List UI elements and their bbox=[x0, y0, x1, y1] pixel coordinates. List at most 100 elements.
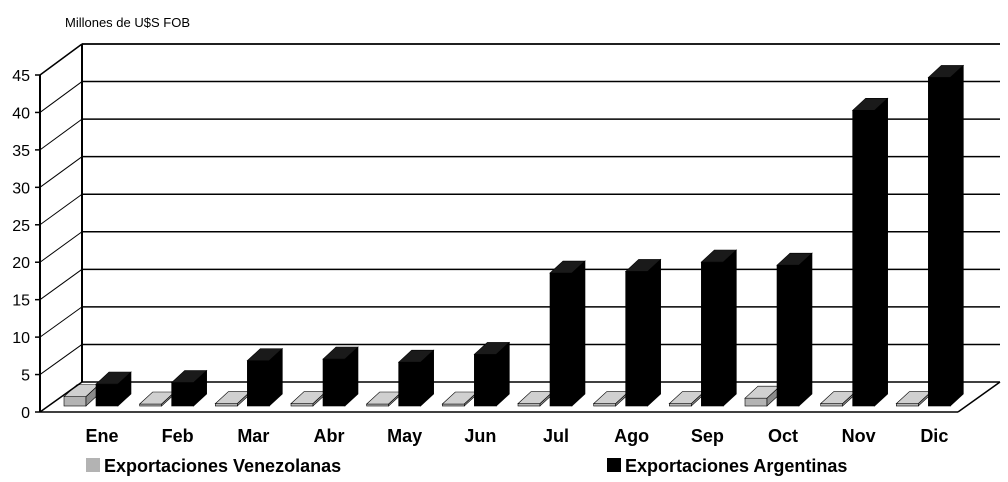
bar-venezolanas-mar-front bbox=[215, 403, 238, 407]
bar-argentinas-jun-front bbox=[474, 354, 497, 407]
bar-argentinas-sep-side bbox=[723, 249, 737, 407]
bar-argentinas-sep bbox=[700, 249, 738, 407]
bar-argentinas-jun bbox=[473, 341, 511, 407]
bar-argentinas-dic-side bbox=[950, 64, 964, 407]
bar-argentinas-may-side bbox=[420, 349, 434, 407]
bar-argentinas-ene-side bbox=[117, 371, 132, 407]
bar-venezolanas-ago bbox=[592, 390, 630, 407]
wall-grid-line bbox=[39, 231, 83, 263]
bar-argentinas-ene-front bbox=[95, 383, 119, 407]
bar-argentinas-ene bbox=[95, 371, 132, 407]
bar-venezolanas-feb bbox=[138, 391, 176, 407]
bar-argentinas-jun-side bbox=[496, 341, 510, 407]
bar-argentinas-feb bbox=[170, 369, 208, 407]
bar-venezolanas-jul bbox=[517, 390, 554, 407]
bar-argentinas-abr bbox=[322, 346, 359, 407]
bar-argentinas-may bbox=[397, 349, 435, 407]
wall-grid-line bbox=[39, 81, 83, 113]
bar-argentinas-feb-front bbox=[171, 382, 194, 407]
bar-venezolanas-mar bbox=[214, 390, 252, 407]
x-tick-label: Ago bbox=[614, 426, 649, 446]
y-tick-label: 30 bbox=[12, 180, 30, 197]
y-tick-label: 45 bbox=[12, 68, 30, 85]
axis-layer: 0 5 10 15 20 25 30 35 40 45 Ene Feb Mar Abr May Jun Jul A… bbox=[12, 43, 948, 446]
x-tick-label: Jun bbox=[464, 426, 496, 446]
bar-venezolanas-ago-front bbox=[593, 403, 616, 407]
bar-argentinas-oct bbox=[776, 252, 813, 407]
y-tick-label: 40 bbox=[12, 105, 30, 122]
bar-venezolanas-dic bbox=[895, 390, 933, 407]
bars-layer bbox=[63, 64, 965, 407]
bar-venezolanas-oct bbox=[744, 385, 781, 407]
bar-venezolanas-ene-front bbox=[63, 396, 87, 407]
y-tick-label: 20 bbox=[12, 255, 30, 272]
wall-grid-line bbox=[39, 268, 83, 301]
wall-grid-line bbox=[39, 118, 83, 151]
bar-argentinas-may-front bbox=[398, 361, 421, 407]
y-tick-label: 35 bbox=[12, 143, 30, 160]
x-tick-label: May bbox=[387, 426, 422, 446]
wall-grid-line bbox=[39, 193, 83, 226]
legend-item-venezolanas: Exportaciones Venezolanas bbox=[86, 456, 341, 476]
wall-grid-line bbox=[39, 344, 83, 375]
legend-swatch bbox=[86, 458, 100, 472]
x-tick-label: Nov bbox=[842, 426, 876, 446]
bar-argentinas-dic bbox=[927, 64, 965, 407]
x-tick-label: Jul bbox=[543, 426, 569, 446]
bar-venezolanas-ene bbox=[63, 383, 100, 407]
x-tick-label: Oct bbox=[768, 426, 798, 446]
bar-argentinas-jul-side bbox=[571, 260, 586, 407]
x-tick-label: Sep bbox=[691, 426, 724, 446]
bar-argentinas-nov-side bbox=[874, 97, 888, 407]
bar-argentinas-ago-front bbox=[625, 271, 648, 407]
bar-argentinas-jul bbox=[549, 260, 586, 407]
x-tick-label: Mar bbox=[237, 426, 269, 446]
x-tick-label: Abr bbox=[314, 426, 345, 446]
y-tick-label: 5 bbox=[21, 368, 30, 385]
bar-venezolanas-nov bbox=[819, 390, 857, 407]
bar-argentinas-sep-front bbox=[701, 261, 724, 407]
wall-grid-line bbox=[39, 156, 83, 188]
bar-venezolanas-may bbox=[365, 391, 403, 407]
bar-argentinas-mar bbox=[246, 347, 284, 407]
grid-layer bbox=[39, 43, 1001, 413]
bar-venezolanas-oct-front bbox=[744, 397, 768, 407]
bar-argentinas-mar-front bbox=[247, 360, 270, 407]
legend: Exportaciones Venezolanas Exportaciones A… bbox=[86, 456, 847, 476]
floor-right-edge bbox=[957, 381, 1001, 413]
bar-argentinas-ago-side bbox=[647, 258, 661, 407]
y-tick-label: 10 bbox=[12, 330, 30, 347]
legend-label: Exportaciones Argentinas bbox=[625, 456, 847, 476]
legend-label: Exportaciones Venezolanas bbox=[104, 456, 341, 476]
bar-venezolanas-sep-front bbox=[669, 403, 692, 407]
bar-argentinas-mar-side bbox=[269, 347, 283, 407]
bar-venezolanas-nov-front bbox=[820, 403, 843, 407]
bar-argentinas-abr-side bbox=[344, 346, 359, 407]
legend-item-argentinas: Exportaciones Argentinas bbox=[607, 456, 847, 476]
unit-label: Millones de U$S FOB bbox=[65, 15, 190, 30]
left-wall-bottom-edge bbox=[39, 381, 83, 413]
bar-argentinas-feb-side bbox=[193, 369, 207, 407]
wall-grid-line bbox=[39, 306, 83, 338]
bar-argentinas-abr-front bbox=[322, 358, 346, 407]
left-wall-top-edge bbox=[39, 43, 83, 76]
x-tick-label: Feb bbox=[162, 426, 194, 446]
y-tick-label: 0 bbox=[21, 405, 30, 422]
bar-argentinas-oct-front bbox=[776, 264, 800, 407]
y-tick-label: 15 bbox=[12, 293, 30, 310]
bar-venezolanas-jul-front bbox=[517, 403, 541, 407]
bar-venezolanas-jun bbox=[441, 391, 479, 407]
bar-venezolanas-sep bbox=[668, 390, 706, 407]
y-tick-label: 25 bbox=[12, 218, 30, 235]
x-tick-label: Dic bbox=[920, 426, 948, 446]
legend-swatch bbox=[607, 458, 621, 472]
bar-argentinas-dic-front bbox=[928, 77, 951, 407]
bar-venezolanas-abr-front bbox=[290, 403, 314, 407]
bar-venezolanas-abr bbox=[290, 390, 327, 407]
bar-argentinas-nov-front bbox=[852, 110, 875, 407]
x-tick-label: Ene bbox=[85, 426, 118, 446]
bar-argentinas-jul-front bbox=[549, 272, 573, 407]
bar-argentinas-nov bbox=[851, 97, 889, 407]
